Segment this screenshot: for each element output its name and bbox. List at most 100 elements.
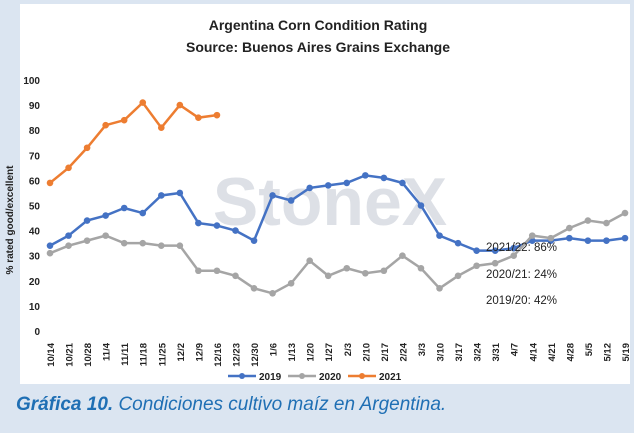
point (324, 182, 332, 189)
point (83, 217, 91, 224)
x-tick-label: 3/24 (473, 342, 484, 361)
caption-text: Condiciones cultivo maíz en Argentina. (118, 394, 447, 415)
chart-area (20, 4, 630, 384)
x-tick-label: 4/21 (547, 342, 558, 361)
point (621, 209, 629, 217)
legend-label: 2021 (379, 372, 402, 383)
x-tick-label: 4/28 (565, 343, 576, 362)
point (213, 111, 221, 119)
x-tick-label: 3/17 (454, 343, 465, 362)
point (139, 209, 147, 217)
point (102, 121, 109, 129)
point (46, 179, 54, 187)
point (473, 247, 480, 254)
x-tick-label: 10/14 (46, 342, 57, 366)
x-tick-label: 1/27 (324, 343, 335, 362)
legend-marker (299, 373, 305, 379)
point (232, 227, 239, 234)
point (65, 242, 72, 249)
point (324, 272, 332, 280)
x-tick-label: 11/25 (157, 342, 168, 366)
point (584, 237, 592, 244)
x-tick-label: 12/23 (231, 343, 242, 367)
x-tick-label: 12/16 (213, 343, 224, 367)
y-tick-label: 90 (29, 101, 41, 112)
point (343, 179, 351, 187)
point (510, 252, 518, 259)
point (176, 189, 184, 197)
y-tick-label: 30 (29, 252, 41, 263)
y-tick-label: 40 (29, 227, 41, 238)
point (287, 197, 295, 204)
y-tick-label: 50 (29, 202, 41, 213)
chart-subtitle: Source: Buenos Aires Grains Exchange (186, 39, 450, 55)
point (436, 232, 443, 239)
point (454, 272, 462, 280)
point (269, 192, 276, 199)
point (232, 272, 239, 280)
point (139, 239, 147, 247)
point (566, 234, 573, 242)
point (195, 267, 202, 275)
point (399, 179, 406, 187)
y-tick-label: 70 (29, 151, 41, 162)
x-tick-label: 3/3 (417, 343, 428, 356)
point (65, 164, 72, 172)
point (176, 242, 184, 249)
point (436, 285, 443, 292)
x-tick-label: 2/24 (398, 342, 409, 361)
x-tick-label: 12/9 (194, 343, 205, 362)
x-tick-label: 3/10 (436, 343, 447, 362)
series-line (49, 100, 218, 184)
x-tick-label: 1/20 (306, 343, 317, 362)
watermark: StoneX (213, 164, 447, 240)
x-tick-label: 5/5 (584, 342, 595, 356)
x-tick-label: 1/6 (269, 343, 280, 356)
point (120, 239, 128, 247)
x-tick-label: 2/3 (343, 343, 354, 356)
x-tick-label: 3/31 (491, 342, 502, 361)
x-tick-label: 11/18 (139, 343, 150, 366)
point (157, 242, 165, 249)
point (157, 124, 165, 131)
point (195, 114, 202, 121)
point (454, 239, 462, 247)
point (417, 264, 425, 272)
x-tick-label: 12/2 (176, 343, 187, 362)
point (102, 232, 109, 239)
y-tick-label: 20 (29, 277, 41, 288)
point (83, 144, 91, 152)
legend-marker (359, 373, 365, 379)
point (120, 116, 128, 124)
x-tick-label: 4/14 (528, 342, 539, 361)
point (250, 285, 258, 292)
point (343, 264, 351, 272)
x-tick-label: 5/12 (602, 343, 613, 362)
chart-title: Argentina Corn Condition Rating (209, 17, 428, 33)
point (102, 212, 109, 219)
point (528, 232, 536, 239)
point (139, 99, 147, 106)
legend-label: 2020 (319, 372, 342, 383)
caption-label: Gráfica 10. (16, 394, 114, 415)
y-axis-label: % rated good/excellent (5, 165, 16, 275)
point (250, 237, 258, 244)
point (399, 252, 406, 259)
x-tick-label: 10/28 (83, 343, 94, 367)
point (176, 101, 184, 109)
point (46, 242, 54, 249)
point (603, 237, 610, 244)
x-tick-label: 11/11 (120, 342, 131, 365)
series-line (49, 174, 626, 252)
point (584, 217, 592, 224)
point (83, 237, 91, 244)
chart: Argentina Corn Condition Rating Source: … (5, 4, 632, 384)
point (491, 259, 499, 267)
y-tick-label: 10 (29, 302, 41, 313)
y-tick-label: 100 (23, 76, 40, 87)
x-tick-label: 11/4 (102, 342, 113, 361)
y-tick-label: 60 (29, 176, 41, 187)
point (566, 224, 573, 232)
annotation: 2019/20: 42% (486, 295, 557, 307)
x-tick-label: 2/10 (361, 343, 372, 362)
